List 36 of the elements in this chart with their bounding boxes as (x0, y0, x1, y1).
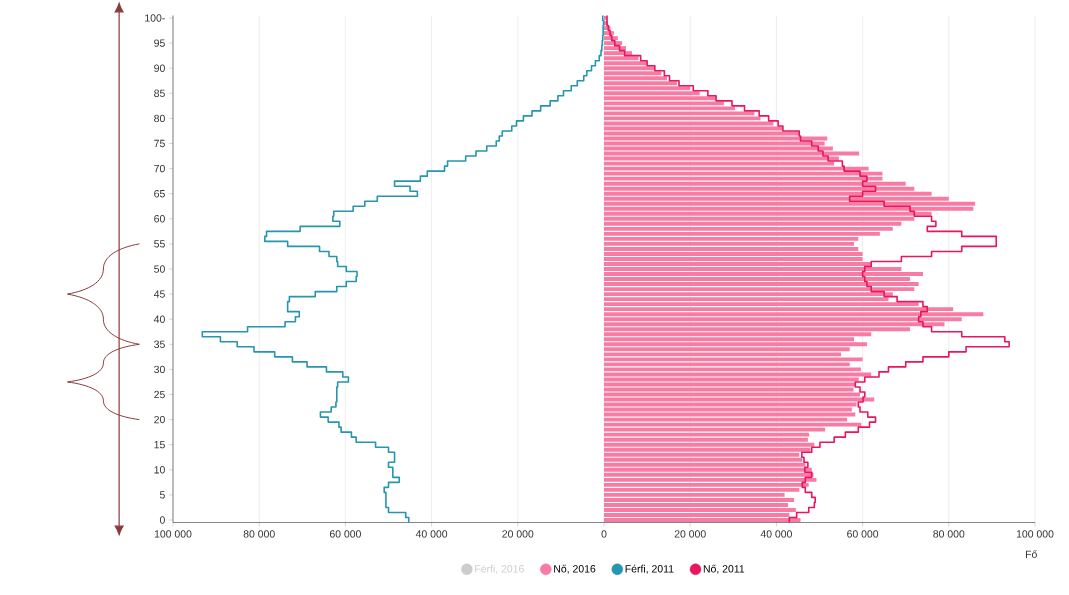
y-tick-label: 95 (154, 39, 165, 47)
legend-label: Nő, 2016 (554, 564, 596, 574)
y-tick-label: 70 (154, 164, 165, 173)
y-tick-label: 60 (154, 215, 165, 223)
legend-label: Férfi, 2011 (625, 564, 674, 574)
x-axis-title: Fő (1025, 550, 1037, 558)
legend-label: Nő, 2011 (703, 564, 745, 574)
y-tick-label: 10 (154, 466, 165, 474)
y-tick-label: 35 (154, 340, 165, 349)
y-tick-label: 30 (154, 365, 165, 374)
y-tick-label: 100- (145, 14, 165, 22)
y-tick-label: 80 (154, 114, 165, 123)
y-tick-label: 0 (159, 516, 165, 524)
y-tick-label: 75 (154, 139, 165, 148)
y-tick-label: 15 (154, 441, 165, 449)
y-tick-label: 90 (154, 64, 165, 72)
y-tick-label: 85 (154, 89, 165, 98)
y-tick-label: 25 (154, 390, 165, 399)
x-tick-label: 80 000 (243, 530, 275, 538)
x-tick-label: 40 000 (760, 530, 792, 538)
x-tick-label: 80 000 (933, 530, 965, 538)
y-tick-label: 20 (154, 415, 165, 424)
x-tick-label: 0 (601, 530, 607, 538)
x-tick-label: 20 000 (502, 530, 534, 538)
x-tick-label: 20 000 (674, 530, 706, 538)
x-tick-label: 60 000 (329, 530, 361, 538)
y-tick-label: 40 (153, 315, 165, 323)
x-tick-label: 60 000 (847, 530, 879, 538)
y-tick-label: 45 (153, 290, 165, 298)
x-tick-label: 40 000 (415, 530, 448, 538)
y-tick-label: 5 (159, 491, 165, 499)
y-tick-label: 55 (154, 240, 165, 248)
x-tick-label: 100 000 (154, 530, 192, 538)
y-tick-label: 65 (154, 190, 165, 198)
y-tick-label: 50 (154, 265, 165, 273)
x-tick-label: 100 000 (1016, 530, 1054, 538)
